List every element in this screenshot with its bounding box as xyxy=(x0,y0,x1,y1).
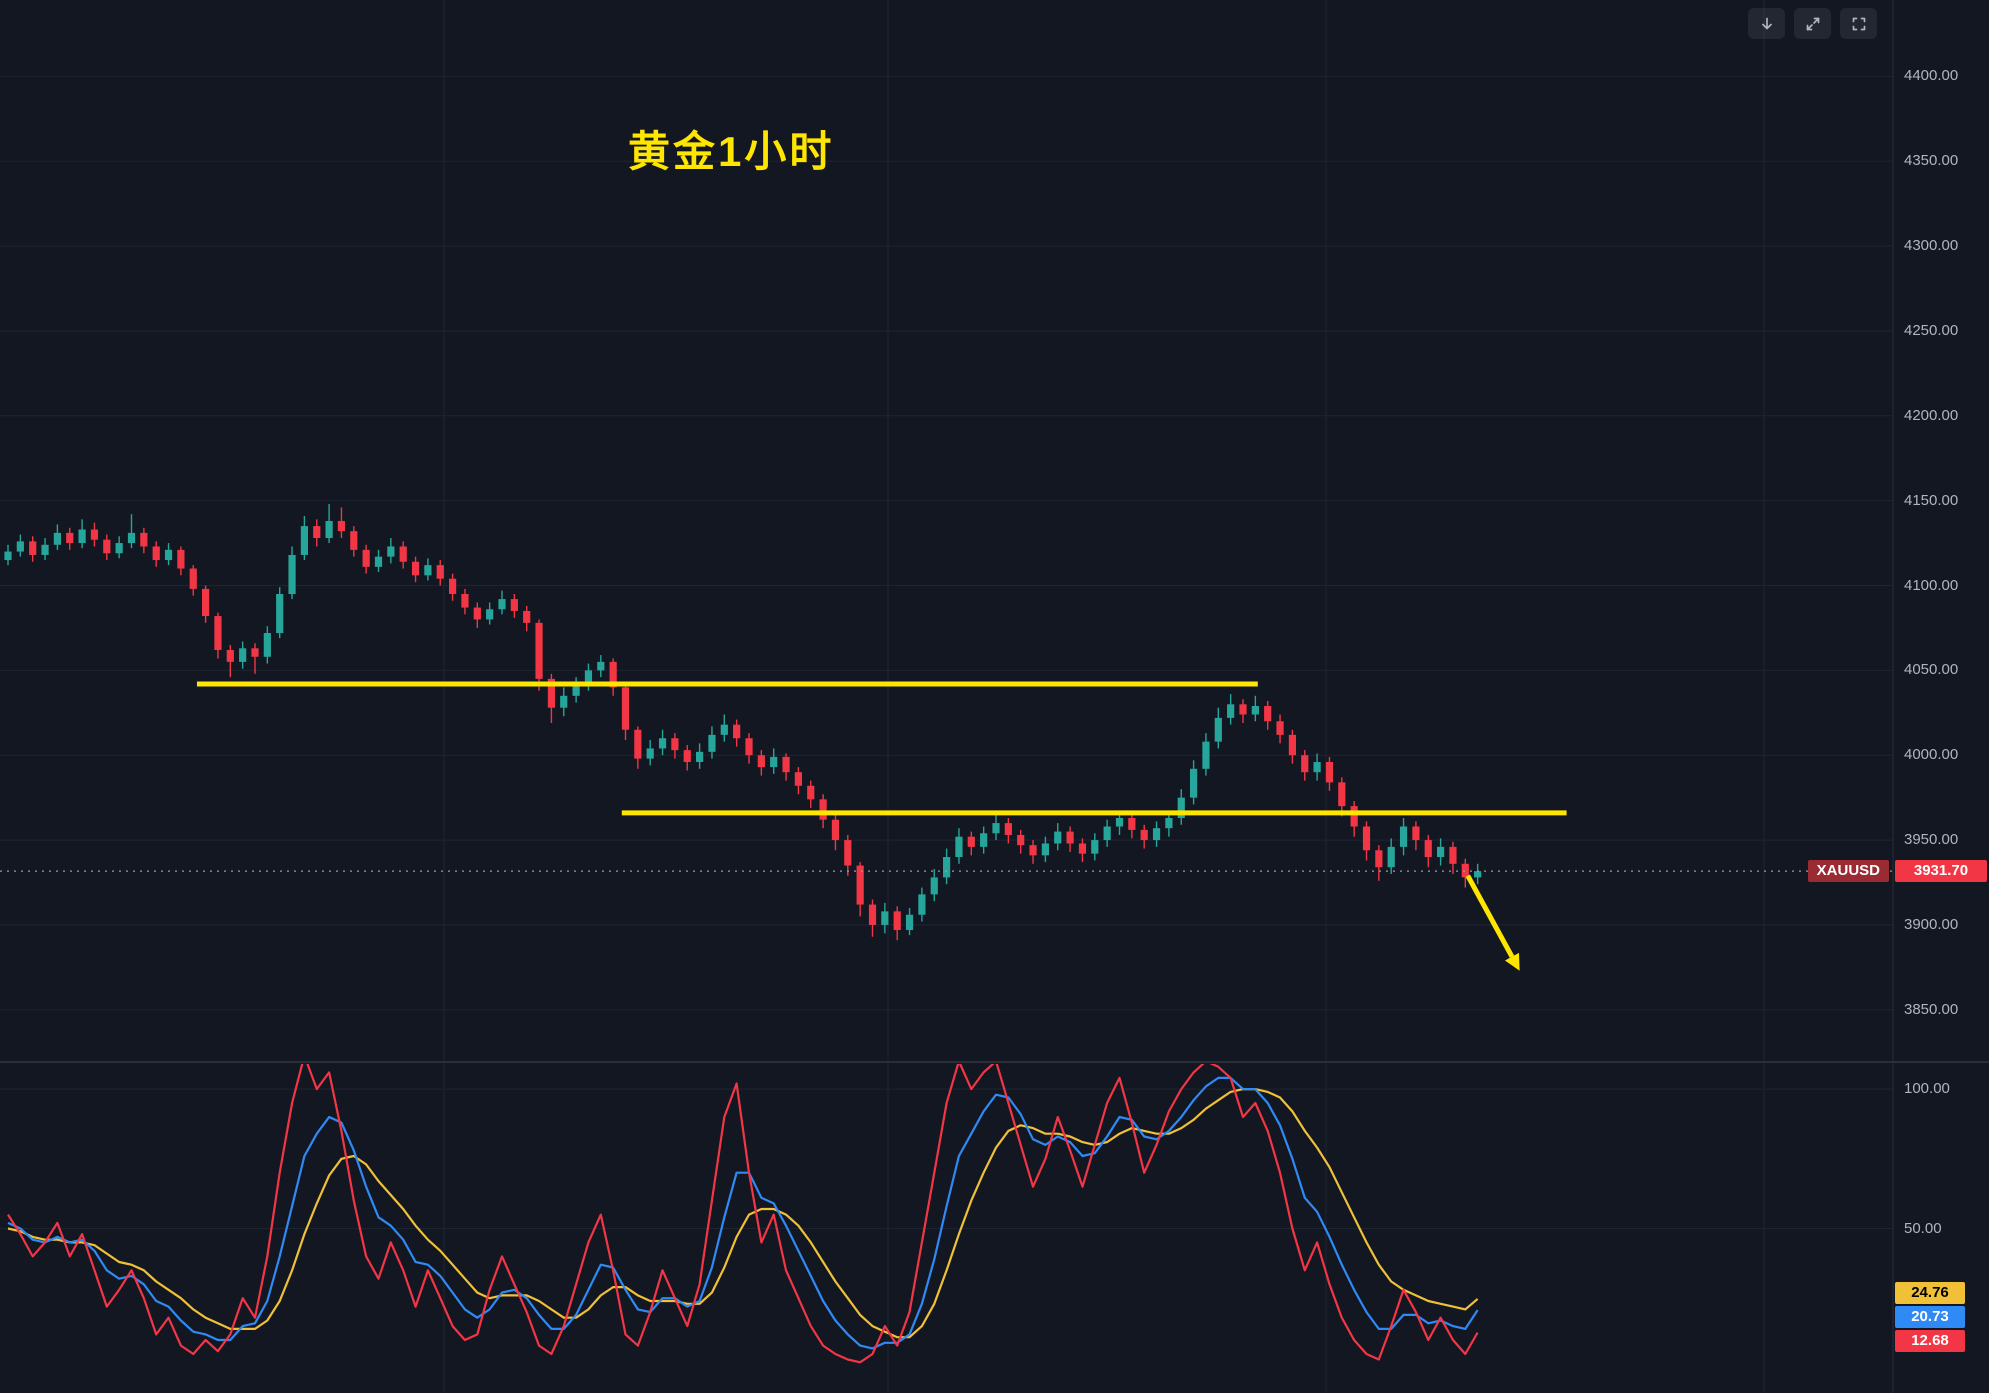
price-tick-label: 4250.00 xyxy=(1904,321,1959,339)
price-axis[interactable]: 4400.00 4350.00 4300.00 4250.00 4200.00 4150.… xyxy=(1893,0,1989,1393)
oscillator-line-J xyxy=(7,1064,1479,1364)
oscillator-line-K xyxy=(7,1076,1479,1350)
chart-title-annotation[interactable]: 黄金1小时 xyxy=(627,128,835,176)
drawing-annotations[interactable] xyxy=(196,681,1567,971)
price-tick-label: 3900.00 xyxy=(1904,915,1959,933)
price-tick-label: 4300.00 xyxy=(1904,237,1959,255)
price-tick-label: 4350.00 xyxy=(1904,152,1959,170)
oscillator-series xyxy=(7,1064,1479,1364)
fullscreen-icon xyxy=(1852,17,1865,30)
price-tick-label: 4050.00 xyxy=(1904,661,1959,679)
arrow-head xyxy=(1504,952,1520,971)
fullscreen-button[interactable] xyxy=(1840,8,1877,39)
price-tick-label: 4200.00 xyxy=(1904,406,1959,424)
indicator-value-label-K: 20.73 xyxy=(1895,1306,1965,1328)
indicator-value-label-J: 12.68 xyxy=(1895,1330,1965,1352)
scroll-to-recent-button[interactable] xyxy=(1748,8,1785,39)
price-tick-label: 4150.00 xyxy=(1904,491,1959,509)
symbol-price-tag: XAUUSD xyxy=(1807,860,1889,883)
arrow-down-icon xyxy=(1761,17,1772,29)
price-tick-label: 3950.00 xyxy=(1904,831,1959,849)
maximize-pane-button[interactable] xyxy=(1794,8,1831,39)
candlestick-series[interactable] xyxy=(4,504,1482,941)
price-tick-label: 4400.00 xyxy=(1904,67,1959,85)
price-tick-label: 3850.00 xyxy=(1904,1000,1959,1018)
last-price-tag: 3931.70 xyxy=(1895,860,1987,883)
price-tick-label: 4100.00 xyxy=(1904,576,1959,594)
grid-lines xyxy=(0,0,1893,1393)
price-tick-label: 4000.00 xyxy=(1904,746,1959,764)
indicator-tick-label: 50.00 xyxy=(1904,1219,1942,1237)
indicator-value-label-D: 24.76 xyxy=(1895,1282,1965,1304)
maximize-icon xyxy=(1806,17,1819,30)
chart-toolbar xyxy=(1748,8,1877,39)
arrow-shaft xyxy=(1465,874,1515,958)
indicator-tick-label: 100.00 xyxy=(1904,1080,1950,1098)
oscillator-line-D xyxy=(7,1087,1479,1339)
